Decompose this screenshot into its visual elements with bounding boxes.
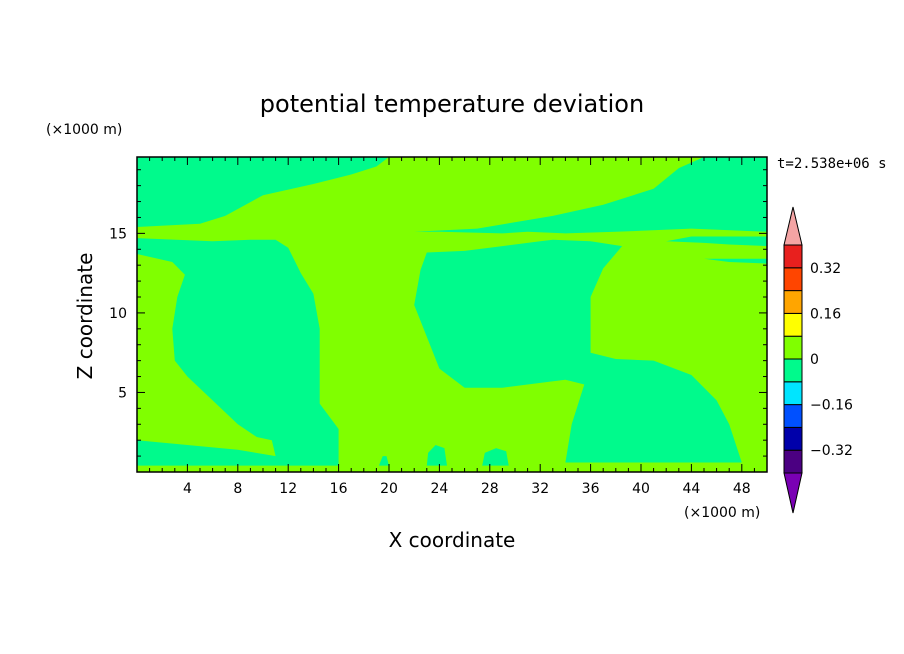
x-axis-label: X coordinate [389,528,516,552]
colorbar-swatch [783,381,803,406]
x-tick-label: 40 [632,481,650,497]
y-axis: 5 10 15 [109,169,767,457]
colorbar-under-arrow [783,472,803,514]
colorbar-tick-label: −0.32 [810,443,853,459]
x-tick-label: 28 [481,481,499,497]
colorbar-swatch [783,358,803,383]
x-tick-label: 12 [279,481,297,497]
x-tick-label: 24 [430,481,448,497]
colorbar-swatch [783,312,803,337]
x-tick-label: 44 [682,481,700,497]
x-unit-label: (×1000 m) [684,505,760,521]
negative-region-bump-19 [378,456,389,466]
y-unit-label: (×1000 m) [46,122,122,138]
colorbar-tick-label: 0.32 [810,261,841,277]
colorbar-swatch [783,290,803,314]
negative-region-bump-28 [482,448,509,466]
colorbar-tick-label: −0.16 [810,398,853,414]
colorbar-swatch [783,404,803,428]
colorbar-tick-label: 0.16 [810,306,841,322]
y-tick-label: 10 [109,306,127,322]
negative-region-center-plume [414,239,742,463]
colorbar-swatch [783,244,803,269]
plot-area [136,156,768,473]
negative-region-bump-12 [275,441,318,453]
y-axis-label: Z coordinate [73,253,97,380]
x-tick-label: 32 [531,481,549,497]
colorbar: −0.32 −0.16 0 0.16 0.32 [783,206,853,514]
colorbar-swatch [783,267,803,292]
colorbar-swatch [783,426,803,451]
colorbar-swatch [783,449,803,474]
x-tick-label: 4 [183,481,192,497]
y-tick-label: 15 [109,226,127,242]
x-tick-label: 20 [380,481,398,497]
negative-region-right-band [666,236,767,247]
x-tick-label: 48 [733,481,751,497]
negative-region-upper-band [137,157,389,227]
negative-region-upper-right [414,157,767,234]
time-label: t=2.538e+06 s [777,156,887,172]
x-tick-label: 16 [330,481,348,497]
chart-title: potential temperature deviation [260,90,644,118]
x-axis: 4 8 12 16 20 24 28 32 36 40 44 48 [149,157,755,497]
colorbar-over-arrow [783,206,803,246]
negative-region-bump-24 [426,445,447,466]
x-tick-label: 36 [582,481,600,497]
colorbar-swatch [783,335,803,360]
negative-region-left-plume [137,238,339,466]
x-tick-label: 8 [233,481,242,497]
negative-region-right-band-lower [704,258,767,264]
colorbar-tick-label: 0 [810,352,819,368]
y-tick-label: 5 [118,385,127,401]
